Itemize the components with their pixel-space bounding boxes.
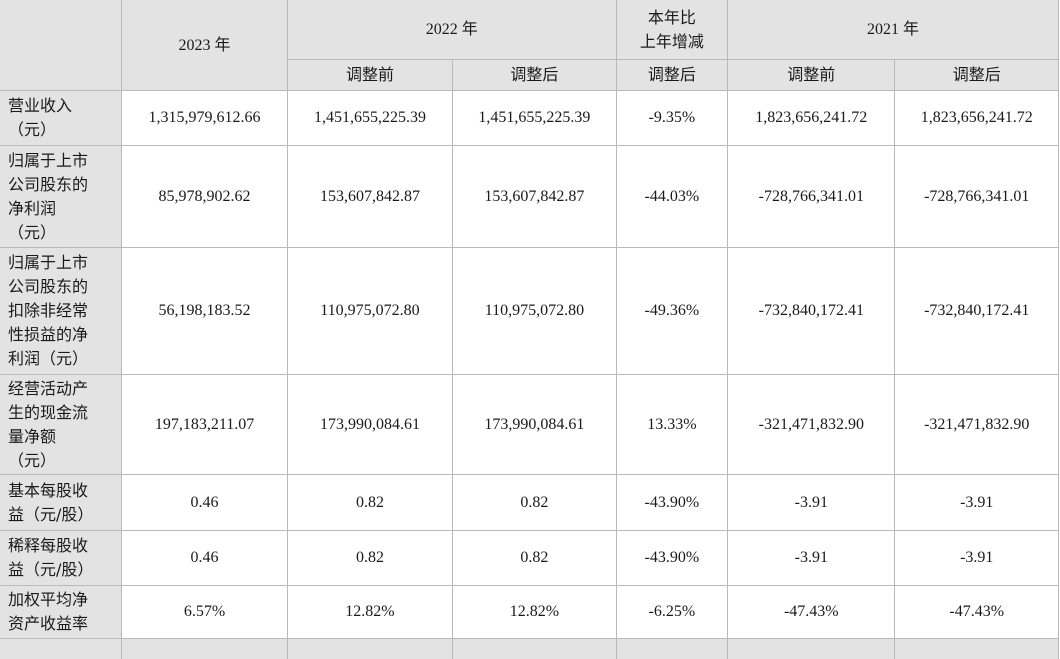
table-row: 基本每股收 益（元/股） 0.46 0.82 0.82 -43.90% -3.91… [0,474,1059,531]
header-2023: 2023 年 [121,0,288,91]
cell-2023: 0.46 [121,530,288,586]
cell-2023: 85,978,902.62 [121,145,288,248]
cell-2022-before: 110,975,072.80 [286,247,454,375]
row-label: 归属于上市 公司股东的 净利润 （元） [0,145,123,248]
cell-2023: 197,183,211.07 [121,374,288,475]
cell-2022-after: 110,975,072.80 [452,247,617,375]
cell-change: -43.90% [615,530,729,586]
cell-2023: 56,198,183.52 [121,247,288,375]
cell-2023: 6.57% [121,585,288,639]
cell-change: -49.36% [615,247,729,375]
subheader-2021-before: 调整前 [727,59,896,91]
cell-2022-after: 153,607,842.87 [452,145,617,248]
cell-2021-before: -47.43% [727,585,896,639]
cell-2021-before: -321,471,832.90 [727,374,896,475]
cell-2021-after: -3.91 [894,530,1059,586]
row-label: 营业收入 （元） [0,90,123,146]
table-row: 归属于上市 公司股东的 净利润 （元） 85,978,902.62 153,607,… [0,145,1059,248]
cell-change: -6.25% [615,585,729,639]
cell-2021-before: -3.91 [727,530,896,586]
cell-2021-after: 1,823,656,241.72 [894,90,1059,146]
corner-cell [0,0,123,91]
table-row: 归属于上市 公司股东的 扣除非经常 性损益的净 利润（元） 56,198,183.5… [0,247,1059,375]
cell-2022-after: 0.82 [452,474,617,531]
cell-change: -9.35% [615,90,729,146]
cell-2021-before: -732,840,172.41 [727,247,896,375]
cell-2021-after: -321,471,832.90 [894,374,1059,475]
cell-2022-before: 0.82 [286,530,454,586]
cell-2023: 0.46 [121,474,288,531]
table-row: 经营活动产 生的现金流 量净额 （元） 197,183,211.07 173,990… [0,374,1059,475]
cell-2022-after: 0.82 [452,530,617,586]
row-label: 加权平均净 资产收益率 [0,585,123,639]
subheader-2022-after: 调整后 [452,59,617,91]
subheader-change-after: 调整后 [615,59,729,91]
cell-2021-before: 1,823,656,241.72 [727,90,896,146]
subheader-2022-before: 调整前 [286,59,454,91]
cell-2022-before: 0.82 [286,474,454,531]
row-label: 稀释每股收 益（元/股） [0,530,123,586]
cell-change: -44.03% [615,145,729,248]
header-2022: 2022 年 [286,0,617,60]
cell-2022-after: 173,990,084.61 [452,374,617,475]
cell-2023: 1,315,979,612.66 [121,90,288,146]
header-change: 本年比 上年增减 [615,0,729,60]
row-label: 经营活动产 生的现金流 量净额 （元） [0,374,123,475]
table-row: 加权平均净 资产收益率 6.57% 12.82% 12.82% -6.25% -4… [0,585,1059,639]
cell-2021-before: -728,766,341.01 [727,145,896,248]
table-row-partial [0,638,1059,659]
cell-2022-before: 173,990,084.61 [286,374,454,475]
header-2021: 2021 年 [727,0,1059,60]
cell-2022-after: 1,451,655,225.39 [452,90,617,146]
cell-2021-after: -3.91 [894,474,1059,531]
cell-change: 13.33% [615,374,729,475]
cell-2021-after: -732,840,172.41 [894,247,1059,375]
cell-2022-before: 1,451,655,225.39 [286,90,454,146]
cell-2021-after: -728,766,341.01 [894,145,1059,248]
table-row: 稀释每股收 益（元/股） 0.46 0.82 0.82 -43.90% -3.91… [0,530,1059,586]
table-row: 营业收入 （元） 1,315,979,612.66 1,451,655,225.3… [0,90,1059,146]
cell-2022-before: 153,607,842.87 [286,145,454,248]
cell-2022-after: 12.82% [452,585,617,639]
subheader-2021-after: 调整后 [894,59,1059,91]
cell-2022-before: 12.82% [286,585,454,639]
row-label: 归属于上市 公司股东的 扣除非经常 性损益的净 利润（元） [0,247,123,375]
cell-2021-before: -3.91 [727,474,896,531]
cell-2021-after: -47.43% [894,585,1059,639]
row-label: 基本每股收 益（元/股） [0,474,123,531]
cell-change: -43.90% [615,474,729,531]
